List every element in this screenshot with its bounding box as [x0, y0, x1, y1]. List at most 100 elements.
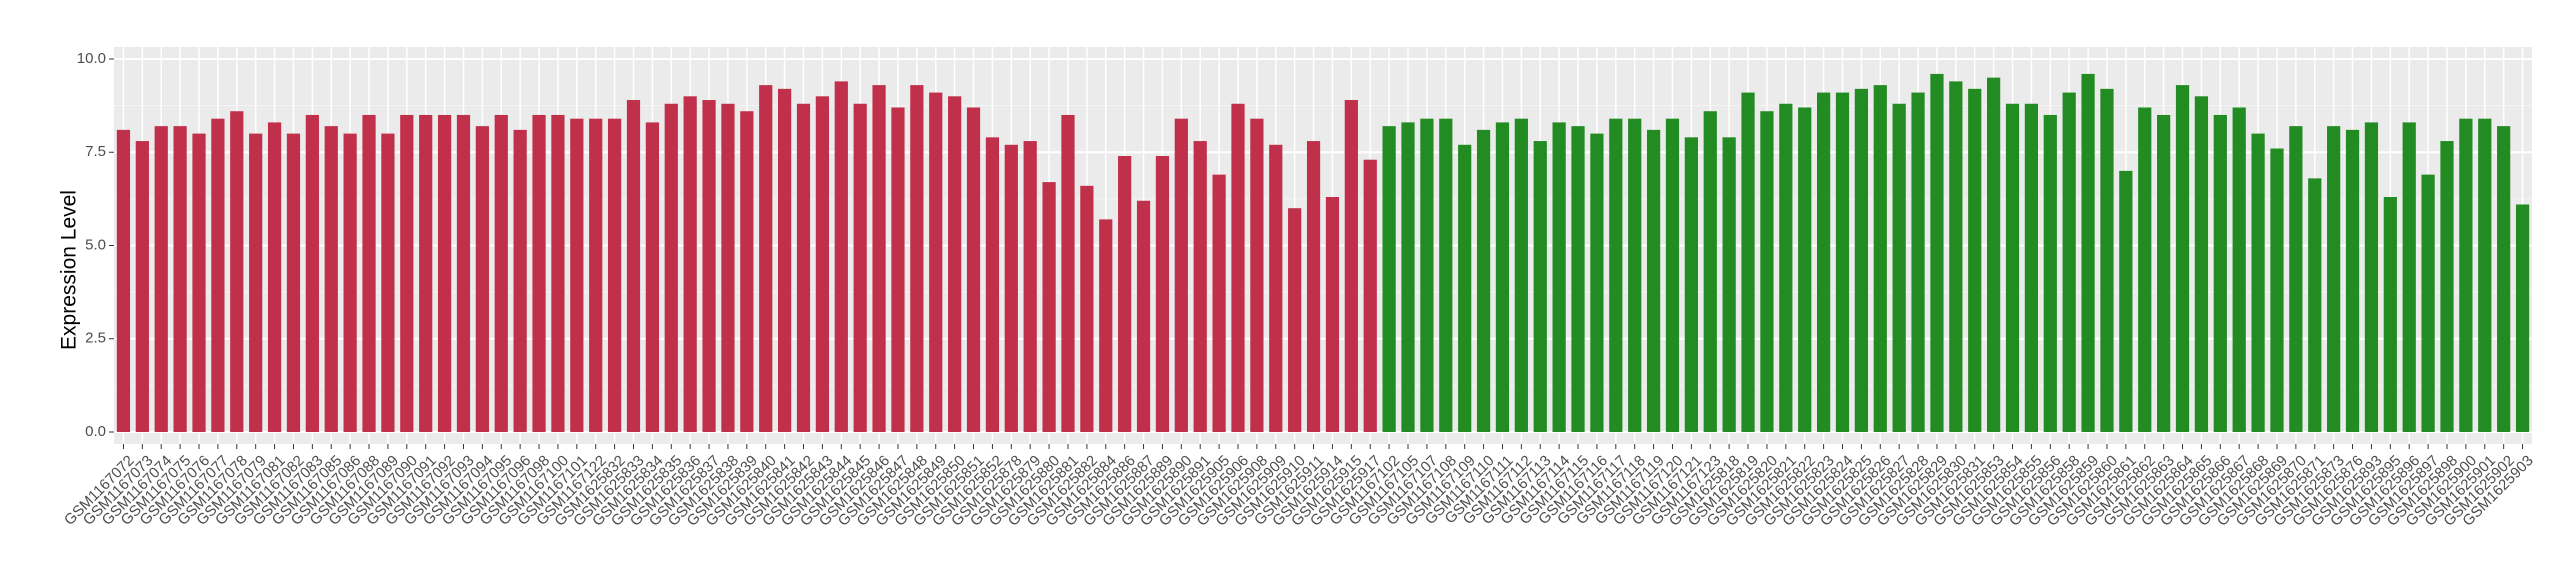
bar — [891, 107, 905, 433]
bar — [1684, 137, 1698, 432]
bar — [267, 122, 282, 432]
bar — [1495, 122, 1510, 432]
bar — [1306, 141, 1321, 432]
bar — [173, 126, 187, 432]
y-tick-label: 0.0 — [85, 423, 106, 440]
bar — [135, 141, 149, 432]
bar — [910, 85, 924, 433]
bar — [1193, 141, 1207, 432]
bar — [1042, 182, 1056, 432]
bar — [2005, 103, 2020, 432]
bar — [1571, 126, 1585, 432]
bar — [1892, 103, 1906, 432]
bar — [400, 114, 414, 432]
bar — [1023, 141, 1037, 432]
bar — [1212, 174, 1226, 432]
bar — [2345, 129, 2360, 432]
y-axis-title: Expression Level — [58, 190, 81, 350]
bar — [759, 85, 773, 433]
y-tick-label: 7.5 — [85, 143, 106, 160]
bar — [456, 114, 471, 432]
bar — [721, 103, 735, 432]
bar — [683, 96, 697, 433]
bar — [2081, 73, 2095, 433]
bar — [796, 103, 811, 432]
y-tick-label: 10.0 — [77, 50, 106, 67]
bar — [2043, 114, 2057, 432]
bar — [1231, 103, 1245, 432]
bar — [1949, 81, 1963, 432]
bar — [664, 103, 678, 432]
bar — [249, 133, 263, 432]
bar — [1250, 118, 1264, 433]
bar — [419, 114, 433, 432]
bar — [1420, 118, 1434, 433]
bar — [985, 137, 1000, 432]
bar — [1873, 85, 1887, 433]
bar — [1061, 114, 1075, 432]
bar — [2251, 133, 2265, 432]
bar — [1987, 77, 2001, 433]
y-tick-label: 2.5 — [85, 330, 106, 347]
bar — [645, 122, 659, 432]
bar — [740, 111, 754, 432]
bar — [437, 114, 452, 432]
bar — [1911, 92, 1925, 432]
bar — [872, 85, 886, 433]
bar — [305, 114, 319, 432]
bar — [1325, 197, 1340, 432]
bar — [1155, 155, 1170, 433]
bar — [1476, 129, 1491, 432]
bar — [2497, 126, 2511, 432]
bar — [1382, 126, 1396, 432]
bar — [2327, 126, 2341, 432]
bar — [2213, 114, 2227, 432]
bar — [948, 96, 962, 433]
bar — [2478, 118, 2492, 433]
bar — [1703, 111, 1717, 432]
bar — [1741, 92, 1755, 432]
bar — [1816, 92, 1831, 432]
bar — [1533, 141, 1547, 432]
bar — [815, 96, 830, 433]
bar — [324, 126, 338, 432]
bar — [2024, 103, 2039, 432]
bar — [2270, 148, 2284, 432]
bar — [2119, 170, 2133, 432]
bar — [286, 133, 301, 432]
bar — [778, 88, 792, 432]
bar — [551, 114, 565, 432]
bar — [381, 133, 395, 432]
bar — [966, 107, 981, 433]
bar — [1080, 185, 1094, 432]
bar — [1854, 88, 1868, 432]
bar — [475, 126, 489, 432]
bar — [2232, 107, 2246, 433]
bar — [853, 103, 867, 432]
bar — [2289, 126, 2303, 432]
bar — [1665, 118, 1680, 433]
bar — [1798, 107, 1812, 433]
bar — [570, 118, 584, 433]
bar — [2421, 174, 2435, 432]
y-tick-label: 5.0 — [85, 236, 106, 253]
bar — [1118, 155, 1132, 433]
bar — [154, 126, 168, 432]
bar — [2138, 107, 2152, 433]
bar — [343, 133, 357, 432]
bar — [1174, 118, 1188, 433]
bar — [2459, 118, 2473, 433]
bar — [1288, 208, 1302, 432]
bar — [230, 111, 244, 432]
bar — [2364, 122, 2379, 432]
bar — [532, 114, 546, 432]
bar — [2100, 88, 2114, 432]
bar — [2175, 85, 2190, 433]
bar — [2402, 122, 2416, 432]
bar — [2515, 204, 2530, 432]
bar — [2062, 92, 2076, 432]
bar — [1779, 103, 1793, 432]
bar — [1590, 133, 1604, 432]
bar — [1628, 118, 1642, 433]
